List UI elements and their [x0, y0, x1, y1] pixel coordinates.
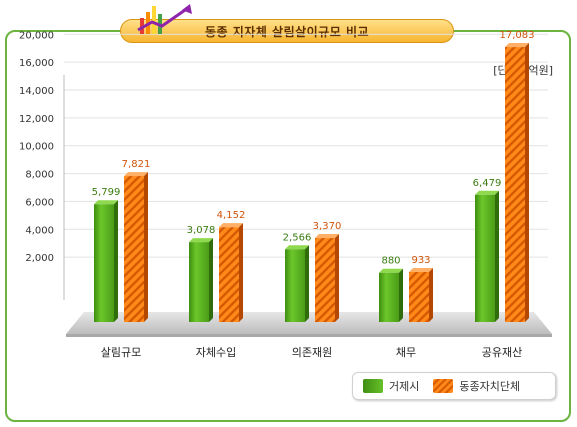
bar-cap — [94, 200, 118, 205]
bar-cap — [315, 234, 339, 239]
bar-side — [209, 238, 213, 322]
title-icon-bar — [152, 6, 156, 34]
bar-side — [335, 234, 339, 322]
data-label-series-2: 17,083 — [500, 30, 535, 41]
bar-cap — [379, 268, 403, 273]
y-tick-label: 20,000 — [19, 30, 54, 41]
bar-series-1 — [189, 242, 209, 322]
bar-series-1 — [94, 204, 114, 322]
y-tick-label: 6,000 — [25, 197, 54, 208]
bar-cap — [475, 190, 499, 195]
bar-cap — [505, 43, 529, 48]
bar-series-1 — [379, 272, 399, 322]
title-icon-arrow — [137, 6, 189, 32]
data-label-series-1: 2,566 — [283, 232, 312, 243]
bar-series-2 — [315, 238, 335, 322]
y-tick-label: 14,000 — [19, 86, 54, 97]
x-tick-label: 자체수입 — [196, 346, 236, 359]
legend-item-series-1: 거제시 — [363, 378, 419, 394]
y-tick-label: 2,000 — [25, 253, 54, 264]
x-tick-label: 채무 — [396, 346, 416, 359]
x-tick-label: 살림규모 — [101, 346, 141, 359]
bar-series-1 — [285, 249, 305, 322]
y-tick-label: 10,000 — [19, 142, 54, 153]
data-label-series-2: 7,821 — [122, 159, 151, 170]
y-tick-label: 8,000 — [25, 170, 54, 181]
x-tick-label: 의존재원 — [292, 346, 332, 359]
bar-series-2 — [409, 272, 429, 322]
bar-side — [144, 172, 148, 322]
bar-side — [399, 268, 403, 322]
data-label-series-2: 3,370 — [313, 221, 342, 232]
legend-label-series-2: 동종자치단체 — [459, 380, 521, 393]
bar-series-2 — [124, 176, 144, 322]
bar-side — [114, 200, 118, 322]
chart-floor-edge — [66, 334, 552, 337]
bar-cap — [219, 223, 243, 228]
title-icon-arrowhead — [182, 4, 192, 14]
data-label-series-1: 6,479 — [473, 178, 502, 189]
legend-label-series-1: 거제시 — [389, 380, 420, 393]
y-tick-label: 4,000 — [25, 225, 54, 236]
x-tick-label: 공유재산 — [482, 346, 522, 359]
bar-side — [429, 268, 433, 322]
y-tick-label: 16,000 — [19, 58, 54, 69]
y-tick-label: 12,000 — [19, 114, 54, 125]
data-label-series-1: 5,799 — [92, 187, 121, 198]
chart-title: 동종 지자체 살림살이규모 비교 — [120, 19, 454, 43]
bar-cap — [189, 238, 213, 243]
bar-side — [495, 190, 499, 322]
bar-side — [239, 223, 243, 322]
legend-item-series-2: 동종자치단체 — [433, 378, 520, 394]
legend-swatch-orange — [433, 379, 454, 393]
bar-side — [525, 43, 529, 322]
data-label-series-2: 4,152 — [217, 210, 246, 221]
data-label-series-1: 3,078 — [187, 225, 216, 236]
bar-side — [305, 245, 309, 322]
bar-series-1 — [475, 194, 495, 322]
bar-cap — [409, 268, 433, 273]
data-label-series-2: 933 — [411, 255, 430, 266]
bar-cap — [285, 245, 309, 250]
bar-series-2 — [219, 227, 239, 322]
data-label-series-1: 880 — [381, 256, 400, 267]
bar-series-2 — [505, 47, 525, 322]
bar-cap — [124, 172, 148, 177]
legend: 거제시 동종자치단체 — [352, 372, 556, 400]
legend-swatch-green — [363, 379, 383, 393]
